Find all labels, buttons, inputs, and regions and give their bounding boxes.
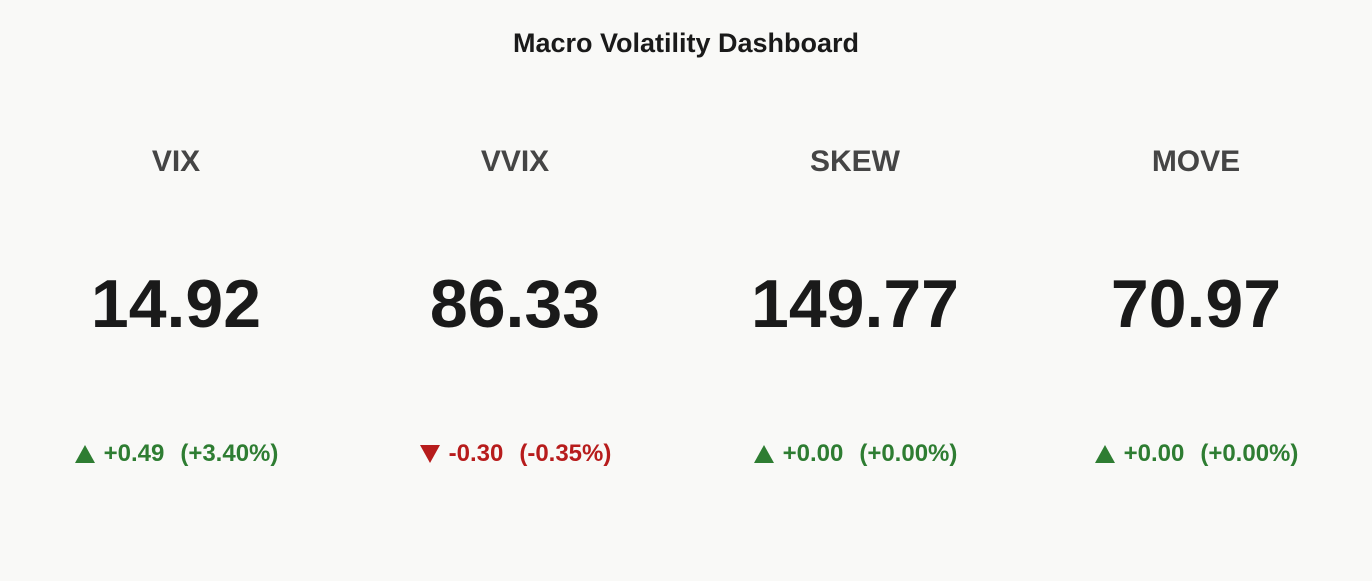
- indicator-label: MOVE: [1151, 145, 1241, 178]
- indicator-delta: +0.00 (+0.00%): [1026, 440, 1366, 468]
- indicator-tile: SKEW 149.77 +0.00 (+0.00%): [685, 0, 1025, 581]
- dashboard-title: Macro Volatility Dashboard: [512, 28, 860, 58]
- delta-arrow: [74, 445, 95, 463]
- indicator-delta: +0.49 (+3.40%): [6, 440, 346, 468]
- delta-value: -0.30: [448, 440, 504, 467]
- indicator-value: 86.33: [429, 266, 601, 342]
- indicator-tile: VIX 14.92 +0.49 (+3.40%): [6, 0, 346, 581]
- delta-percent: (+0.00%): [1200, 440, 1299, 467]
- indicator-label: SKEW: [810, 145, 900, 178]
- delta-value: +0.49: [103, 440, 165, 467]
- arrow-up: [74, 445, 95, 463]
- delta-percent: (+0.00%): [859, 440, 958, 467]
- delta-value: +0.00: [782, 440, 844, 467]
- arrow-down: [419, 445, 440, 463]
- indicator-label: VVIX: [480, 145, 550, 178]
- indicator-delta: -0.30 (-0.35%): [345, 440, 685, 468]
- indicator-value: 149.77: [751, 266, 959, 342]
- indicator-tile: VVIX 86.33 -0.30 (-0.35%): [345, 0, 685, 581]
- delta-arrow: [1094, 445, 1115, 463]
- delta-arrow: [419, 445, 440, 463]
- delta-arrow: [753, 445, 774, 463]
- indicator-tile: MOVE 70.97 +0.00 (+0.00%): [1026, 0, 1366, 581]
- delta-percent: (+3.40%): [180, 440, 279, 467]
- indicator-value: 14.92: [90, 266, 262, 342]
- arrow-up: [753, 445, 774, 463]
- delta-value: +0.00: [1123, 440, 1185, 467]
- arrow-up: [1094, 445, 1115, 463]
- indicator-label: VIX: [151, 145, 201, 178]
- indicator-delta: +0.00 (+0.00%): [685, 440, 1025, 468]
- delta-percent: (-0.35%): [519, 440, 612, 467]
- indicator-value: 70.97: [1110, 266, 1282, 342]
